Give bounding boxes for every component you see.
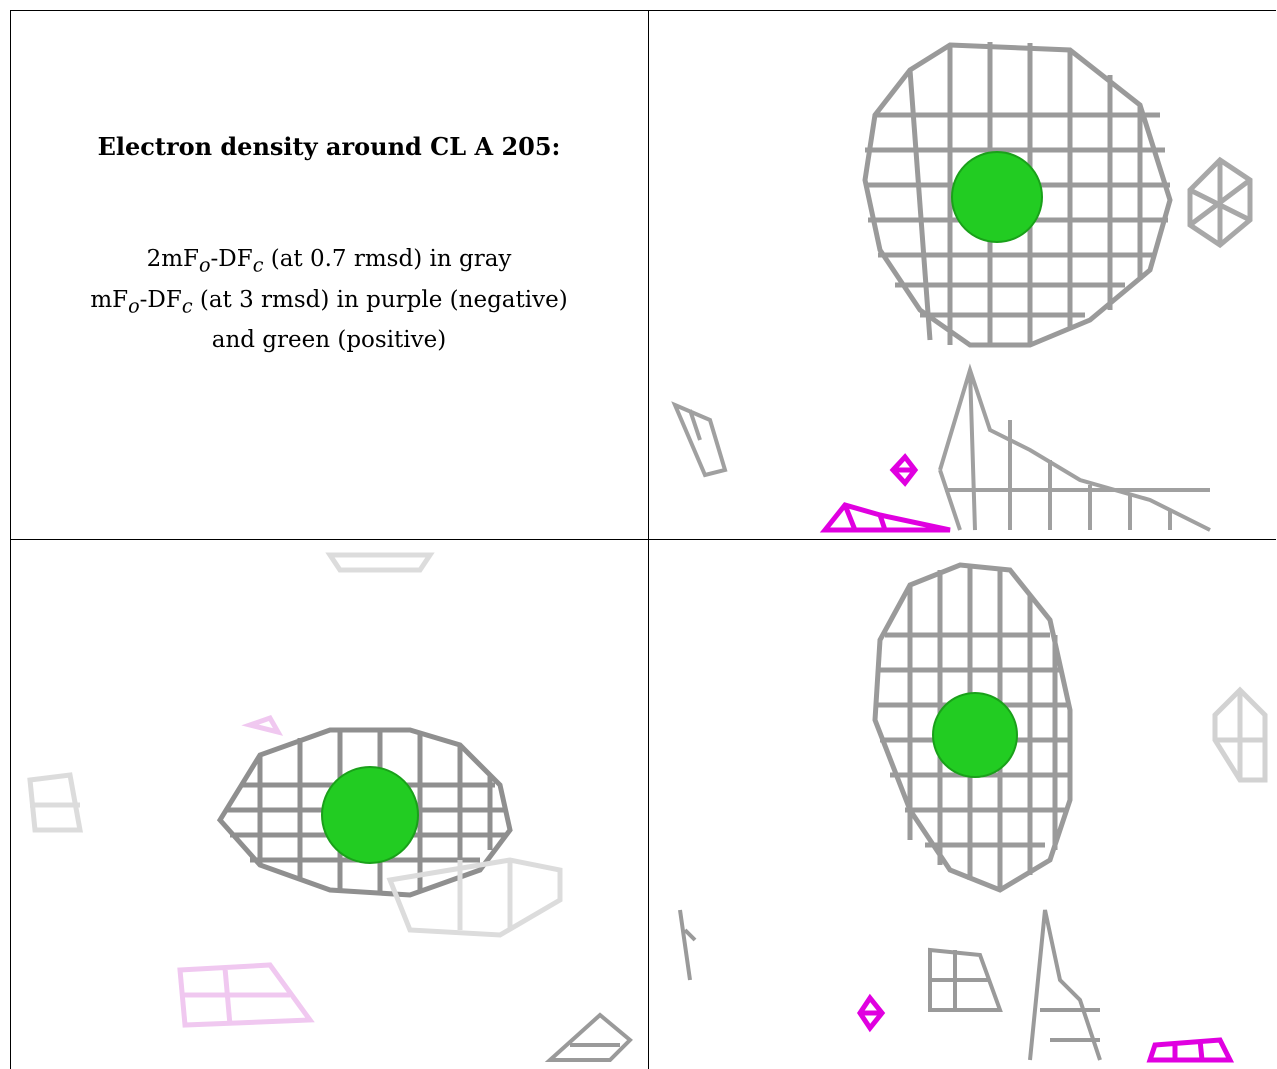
caption-panel: Electron density around CL A 205: 2mFo-D… xyxy=(10,10,648,549)
density-render-2 xyxy=(27,552,633,1062)
gray-mesh-bottom xyxy=(671,363,1211,532)
caption-line-2mfo: 2mFo-DFc (at 0.7 rmsd) in gray xyxy=(146,246,512,277)
magenta-mesh xyxy=(819,453,951,533)
positive-density-sphere xyxy=(951,151,1043,243)
density-view-top-right xyxy=(650,10,1276,539)
border-middle-horizontal xyxy=(10,539,1276,540)
light-mesh xyxy=(1212,686,1268,783)
density-view-bottom-right xyxy=(650,540,1276,1069)
light-mesh xyxy=(27,552,563,938)
density-render-3 xyxy=(678,562,1268,1063)
positive-density-sphere xyxy=(321,766,419,864)
gray-mesh-side xyxy=(1187,156,1253,249)
border-top xyxy=(10,10,1276,11)
gray-mesh-corner xyxy=(544,1012,633,1062)
density-view-bottom-left xyxy=(10,540,648,1069)
caption-title: Electron density around CL A 205: xyxy=(97,132,561,161)
figure-frame: Electron density around CL A 205: 2mFo-D… xyxy=(10,10,1276,1069)
caption-line-green: and green (positive) xyxy=(211,327,447,354)
caption-line-mfo: mFo-DFc (at 3 rmsd) in purple (negative) xyxy=(90,286,568,318)
positive-density-sphere xyxy=(932,692,1018,778)
magenta-mesh xyxy=(856,993,1235,1063)
caption-body: 2mFo-DFc (at 0.7 rmsd) in gray mFo-DFc (… xyxy=(10,242,648,357)
gray-mesh-bottom xyxy=(678,909,1102,1061)
density-render-1 xyxy=(671,42,1253,533)
pink-mesh xyxy=(177,714,315,1028)
